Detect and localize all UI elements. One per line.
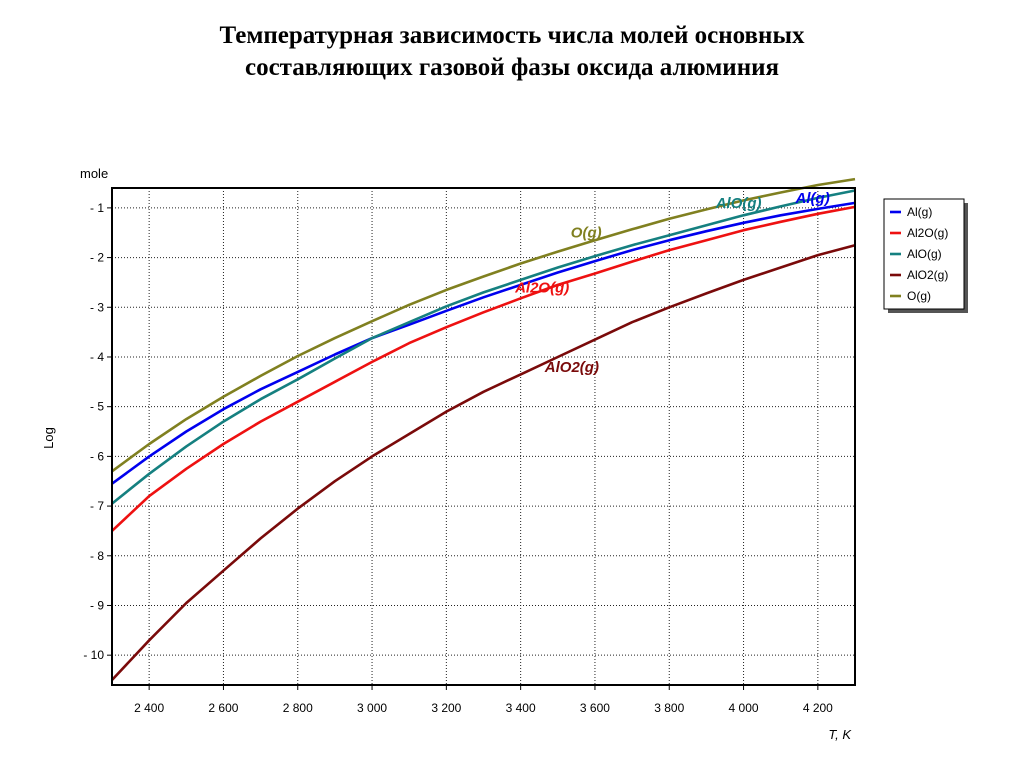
y-tick-label: - 2 (90, 251, 104, 265)
x-tick-label: 4 200 (803, 701, 833, 715)
x-tick-label: 2 600 (208, 701, 238, 715)
x-axis-label: T, K (828, 727, 852, 742)
series-line-alo2g (111, 243, 856, 681)
legend-entry: Al(g) (907, 205, 932, 219)
annotation-label: Al2O(g) (514, 279, 569, 296)
y-tick-label: - 9 (90, 598, 104, 612)
y-tick-label: - 3 (90, 300, 104, 314)
series-line-alog (111, 189, 856, 505)
axis-ticks: 2 400 2 600 2 800 3 000 3 200 3 400 3 600 3 800… (83, 201, 833, 715)
x-tick-label: 3 400 (506, 701, 536, 715)
x-tick-label: 3 000 (357, 701, 387, 715)
plot-frame (111, 187, 856, 686)
x-tick-label: 3 800 (654, 701, 684, 715)
x-tick-label: 2 800 (283, 701, 313, 715)
annotation-label: AlO(g) (715, 195, 762, 212)
y-tick-label: - 10 (83, 648, 104, 662)
y-axis-unit: mole (80, 166, 108, 181)
chart-title-line-2: составляющих газовой фазы оксида алюмини… (244, 54, 780, 81)
annotation-label: AlO2(g) (544, 359, 599, 376)
legend: Al(g) Al2O(g) AlO(g) AlO2(g) O(g) (883, 198, 968, 313)
legend-entry: Al2O(g) (907, 226, 948, 240)
x-tick-label: 3 600 (580, 701, 610, 715)
y-axis-label: Log (41, 427, 56, 449)
grid (112, 188, 855, 685)
y-tick-label: - 4 (90, 350, 104, 364)
annotation-label: O(g) (571, 225, 602, 242)
y-tick-label: - 7 (90, 499, 104, 513)
annotation-label: Al(g) (795, 190, 830, 207)
y-tick-label: - 8 (90, 549, 104, 563)
x-tick-label: 4 000 (729, 701, 759, 715)
y-tick-label: - 6 (90, 449, 104, 463)
series-annotations: Al(g) AlO(g) O(g) Al2O(g) AlO2(g) (514, 190, 830, 376)
x-tick-label: 3 200 (431, 701, 461, 715)
y-tick-label: - 5 (90, 400, 104, 414)
x-tick-label: 2 400 (134, 701, 164, 715)
chart-title-line-1: Температурная зависимость числа молей ос… (219, 22, 805, 49)
series-line-al2og (111, 205, 856, 532)
series-lines (111, 177, 856, 681)
legend-entry: AlO2(g) (907, 268, 948, 282)
legend-entry: O(g) (907, 289, 931, 303)
chart-title: Температурная зависимость числа молей ос… (0, 20, 1024, 84)
series-line-alg (111, 201, 856, 485)
legend-entry: AlO(g) (907, 247, 942, 261)
series-line-og (111, 177, 856, 473)
y-tick-label: - 1 (90, 201, 104, 215)
